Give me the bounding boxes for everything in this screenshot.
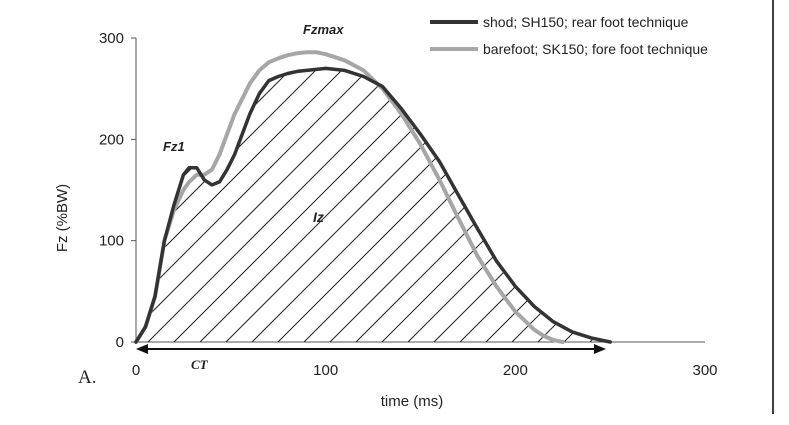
hatch-line [746,42,789,342]
hatch-line [136,68,267,343]
hatch-line [136,68,163,343]
contact-time-arrow [136,344,606,354]
hatch-line [511,68,611,343]
legend-label-barefoot: barefoot; SK150; fore foot technique [483,41,708,57]
y-tick-label: 200 [99,131,124,148]
annotation-fzmax: Fzmax [303,22,344,37]
x-tick-label: 0 [132,362,140,379]
hatch-line [225,68,527,343]
legend: shod; SH150; rear foot technique barefoo… [430,14,708,57]
y-tick-label: 300 [99,30,124,47]
hatch-line [136,68,345,343]
hatch-line [668,42,789,342]
impulse-hatching [136,42,789,343]
annotation-ct: CT [191,357,209,372]
hatch-line [381,68,611,343]
panel-label: A. [78,367,96,388]
x-tick-label: 100 [313,362,338,379]
hatch-line [147,68,449,343]
hatch-line [642,42,789,342]
annotation-iz: Iz [313,209,324,225]
hatch-line [303,68,605,343]
hatch-line [136,68,371,343]
x-axis-label: time (ms) [381,393,444,410]
x-tick-label: 300 [692,362,717,379]
y-axis-label: Fz (%BW) [54,184,71,252]
hatch-line [136,68,423,343]
hatch-line [173,68,475,343]
hatch-line [694,42,789,342]
hatch-line [720,42,789,342]
hatch-line [589,68,611,343]
y-ticks: 0 100 200 300 [99,30,136,351]
y-tick-label: 0 [116,334,124,351]
annotation-fz1: Fz1 [163,139,185,154]
legend-label-shod: shod; SH150; rear foot technique [483,14,689,30]
hatch-line [136,68,241,343]
hatch-line [616,42,789,342]
hatch-line [772,42,789,342]
hatch-line [407,68,611,343]
hatch-line [329,68,611,343]
hatch-line [433,68,611,343]
hatch-line [563,68,611,343]
y-tick-label: 100 [99,233,124,250]
hatch-line [485,68,611,343]
hatch-line [251,68,553,343]
x-ticks: 0 100 200 300 [132,362,718,379]
hatch-line [277,68,579,343]
series-line-shod [134,66,612,344]
hatch-line [136,68,189,343]
series-line-barefoot [134,50,565,344]
x-tick-label: 200 [503,362,528,379]
hatch-line [537,68,611,343]
series-lines [134,50,612,344]
